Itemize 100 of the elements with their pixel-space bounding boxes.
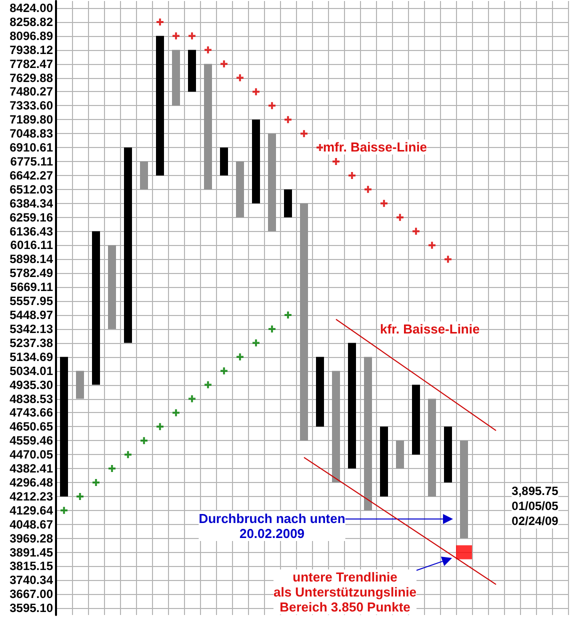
point — [236, 73, 244, 82]
bar — [380, 426, 388, 496]
y-tick-label: 5034.01 — [10, 364, 54, 378]
bar — [156, 36, 164, 176]
point — [364, 184, 372, 194]
y-tick-label: 4935.30 — [10, 378, 54, 392]
bar — [316, 356, 324, 427]
point — [380, 198, 388, 208]
point — [204, 45, 212, 54]
annotation: kfr. Baisse-Linie — [380, 322, 480, 336]
bar — [124, 148, 132, 343]
y-tick-label: 7480.27 — [10, 84, 54, 99]
annotation: Durchbruch nach unten 20.02.2009 — [198, 511, 346, 541]
point — [428, 240, 436, 250]
y-tick-label: 7938.12 — [10, 42, 54, 57]
y-tick-label: 5448.97 — [10, 308, 54, 322]
y-tick-label: 4048.67 — [10, 517, 54, 532]
point — [140, 436, 148, 446]
y-tick-label: 6910.61 — [10, 140, 54, 155]
y-tick-label: 5134.69 — [10, 350, 54, 364]
y-tick-label: 6775.11 — [10, 154, 54, 169]
point — [396, 212, 404, 222]
y-tick-label: 3740.34 — [10, 573, 54, 588]
y-tick-label: 4129.64 — [10, 503, 54, 518]
y-tick-label: 8258.82 — [10, 14, 54, 29]
point — [188, 394, 196, 404]
bar — [108, 245, 116, 329]
y-tick-label: 4296.48 — [10, 475, 54, 490]
bar — [460, 440, 468, 538]
bar — [252, 120, 260, 204]
point — [252, 87, 260, 96]
point — [236, 352, 244, 362]
y-tick-label: 6512.03 — [10, 182, 54, 196]
bar — [236, 162, 244, 218]
bar — [444, 426, 452, 482]
point — [268, 101, 276, 110]
y-tick-label: 3969.28 — [10, 531, 54, 546]
y-tick-label: 4382.41 — [10, 462, 54, 476]
y-tick-label: 8424.00 — [10, 0, 54, 15]
point — [172, 408, 180, 418]
bar — [172, 50, 180, 106]
point — [204, 380, 212, 390]
y-tick-label: 6642.27 — [10, 168, 54, 182]
bar — [396, 440, 404, 469]
point — [220, 366, 228, 376]
point — [124, 450, 132, 460]
bar — [364, 356, 372, 510]
y-tick-label: 7333.60 — [10, 98, 54, 113]
annotation: 01/05/05 — [512, 499, 559, 513]
y-tick-label: 8096.89 — [10, 28, 54, 43]
bar — [268, 134, 276, 232]
y-tick-label: 6384.34 — [10, 196, 54, 210]
bar — [428, 398, 436, 496]
point — [60, 506, 68, 515]
y-tick-label: 3667.00 — [10, 587, 54, 602]
y-tick-label: 7782.47 — [10, 56, 54, 71]
y-tick-label: 3891.45 — [10, 545, 54, 560]
y-tick-label: 4212.23 — [10, 489, 54, 504]
y-tick-label: 3815.15 — [10, 559, 54, 574]
y-tick-label: 5782.49 — [10, 266, 54, 280]
y-tick-label: 4743.66 — [10, 406, 54, 420]
bar — [60, 356, 68, 496]
bar — [140, 162, 148, 190]
y-tick-label: 5557.95 — [10, 294, 54, 308]
point — [252, 338, 260, 348]
bar — [300, 203, 308, 441]
bar — [188, 50, 196, 92]
bar — [76, 370, 84, 399]
point — [412, 226, 420, 236]
point — [156, 422, 164, 432]
annotation: mfr. Baisse-Linie — [323, 140, 428, 154]
y-tick-label: 5669.11 — [10, 280, 54, 294]
point — [284, 115, 292, 124]
y-tick-label: 7048.83 — [10, 126, 54, 141]
y-tick-label: 5898.14 — [10, 252, 54, 266]
y-tick-label: 5237.38 — [10, 336, 54, 350]
y-tick-label: 3595.10 — [10, 601, 54, 616]
y-tick-label: 4559.46 — [10, 434, 54, 448]
y-tick-label: 4838.53 — [10, 392, 54, 406]
point — [444, 254, 452, 264]
bar — [220, 148, 228, 176]
annotation: 3,895.75 — [512, 484, 559, 498]
y-tick-label: 7629.88 — [10, 70, 54, 85]
y-tick-label: 6016.11 — [10, 238, 54, 252]
point — [188, 31, 196, 40]
y-tick-label: 6259.16 — [10, 210, 54, 224]
bar — [204, 64, 212, 190]
point — [456, 545, 472, 560]
y-tick-label: 4470.05 — [10, 448, 54, 462]
bar — [284, 189, 292, 218]
y-tick-label: 4650.65 — [10, 420, 54, 434]
bar — [348, 342, 356, 469]
y-tick-label: 7189.80 — [10, 112, 54, 127]
point — [220, 59, 228, 68]
point — [300, 129, 308, 138]
bar — [332, 370, 340, 482]
point — [172, 31, 180, 40]
bar — [412, 384, 420, 455]
annotation: untere Trendlinie als Unterstützungslinie Bereich 3.850 Punkte — [273, 570, 417, 614]
y-tick-label: 5342.13 — [10, 322, 54, 336]
